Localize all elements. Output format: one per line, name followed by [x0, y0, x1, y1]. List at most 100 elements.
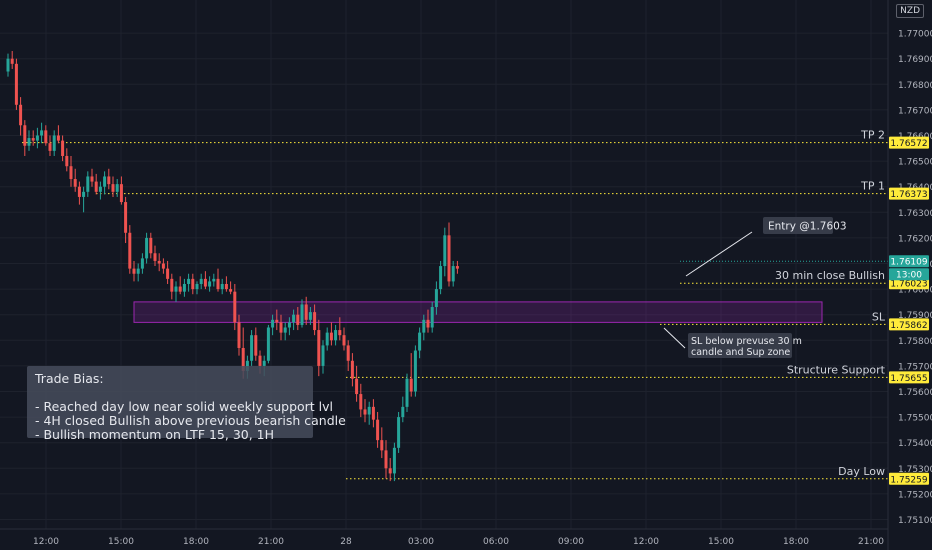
sl-callout-text: SL below prevuse 30 m [691, 336, 802, 347]
candle-body [170, 278, 174, 292]
candle-body [434, 289, 438, 308]
candle-body [115, 184, 119, 192]
candle-body [61, 140, 65, 156]
candle-body [409, 378, 413, 392]
candle-body [132, 268, 136, 274]
current-price-tag [889, 255, 929, 268]
candle-body [23, 125, 27, 146]
current-price-tag-text: 1.76109 [890, 258, 927, 268]
candle-body [363, 409, 367, 415]
candle-body [90, 176, 94, 182]
candle-body [149, 237, 153, 254]
price-tick-label: 1.75500 [898, 414, 932, 424]
time-tick-label: 15:00 [108, 537, 134, 547]
candle-body [447, 235, 451, 282]
candle-body [212, 278, 216, 282]
candle-body [124, 202, 128, 233]
level-lines: TP 2 TP 1 30 min close Bullish SL Structure … [22, 129, 888, 480]
candle-body [65, 155, 69, 167]
candle-body [413, 350, 417, 392]
candle-body [283, 327, 287, 333]
candle-body [237, 322, 241, 348]
candle-body [254, 335, 258, 356]
trade-bias-line: - Bullish momentum on LTF 15, 30, 1H [35, 427, 275, 442]
time-tick-label: 21:00 [258, 537, 284, 547]
candle-body [367, 406, 371, 415]
price-tags: 1.76572 1.76373 1.76023 1.75862 1.75655 1.752… [889, 136, 929, 485]
trade-bias-line: - Reached day low near solid weekly supp… [35, 399, 334, 414]
time-tick-label: 03:00 [408, 537, 434, 547]
candle-body [31, 138, 35, 141]
sl-callout-box [688, 333, 792, 358]
candle-body [443, 235, 447, 267]
candle-body [359, 394, 363, 410]
price-tick-label: 1.76900 [898, 55, 932, 65]
candle-body [174, 286, 178, 292]
candle-body [245, 360, 249, 372]
level-price-tag-text: 1.76373 [890, 190, 927, 200]
level-price-tag [889, 187, 929, 200]
candles [6, 51, 459, 482]
price-tick-label: 1.75100 [898, 516, 932, 526]
candle-body [430, 307, 434, 328]
candle-body [346, 345, 350, 361]
time-tick-label: 12:00 [633, 537, 659, 547]
candle-body [405, 378, 409, 407]
candle-body [128, 232, 132, 269]
countdown-tag-text: 13:00 [896, 271, 922, 281]
candle-body [392, 447, 396, 474]
entry-callout-box [763, 217, 833, 234]
candle-body [384, 450, 388, 469]
candle-body [418, 332, 422, 351]
candle-body [178, 286, 182, 292]
candle-body [296, 314, 300, 325]
candle-body [308, 312, 312, 320]
candle-body [313, 312, 317, 331]
currency-badge[interactable]: NZD [896, 4, 924, 18]
candle-body [334, 330, 338, 341]
trade-bias-line: - 4H closed Bullish above previous beari… [35, 413, 346, 428]
candle-body [292, 314, 296, 323]
candle-body [422, 319, 426, 333]
candle-body [94, 181, 98, 192]
time-axis[interactable]: 12:00 15:00 18:00 21:00 28 03:00 06:00 09:00 12:… [33, 537, 884, 547]
candle-body [233, 291, 237, 323]
level-price-tag [889, 136, 929, 149]
candle-body [224, 283, 228, 290]
candle-body [338, 330, 342, 336]
candle-body [325, 332, 329, 346]
candle-body [262, 360, 266, 366]
price-tick-label: 1.76800 [898, 81, 932, 91]
sl-callout-arrow [663, 327, 686, 349]
level-price-tag [889, 277, 929, 290]
level-price-tag-text: 1.76023 [890, 280, 927, 290]
candle-body [82, 191, 86, 197]
price-tick-label: 1.76000 [898, 286, 932, 296]
candle-body [166, 268, 170, 279]
candle-body [140, 258, 144, 269]
price-tick-label: 1.75800 [898, 337, 932, 347]
price-tick-label: 1.76200 [898, 234, 932, 244]
candle-body [208, 281, 212, 287]
candle-body [119, 184, 123, 203]
level-price-tag-text: 1.75259 [890, 475, 927, 485]
candle-body [321, 345, 325, 366]
candle-body [86, 176, 90, 192]
time-tick-label: 21:00 [858, 537, 884, 547]
candle-body [275, 319, 279, 323]
support-zone [133, 301, 823, 323]
level-price-tag [889, 371, 929, 384]
annotations: Entry @1.7603 SL below prevuse 30 mcandle… [663, 217, 847, 358]
sl-callout-text: candle and Sup zone [691, 347, 790, 358]
time-tick-label: 18:00 [183, 537, 209, 547]
trade-bias-box: Trade Bias: - Reached day low near solid… [27, 366, 346, 442]
candle-body [69, 166, 73, 180]
candle-body [73, 179, 77, 187]
candle-body [376, 419, 380, 441]
candle-body [98, 186, 102, 192]
candle-body [451, 266, 455, 282]
candle-body [220, 283, 224, 290]
level-label: Structure Support [787, 363, 886, 376]
